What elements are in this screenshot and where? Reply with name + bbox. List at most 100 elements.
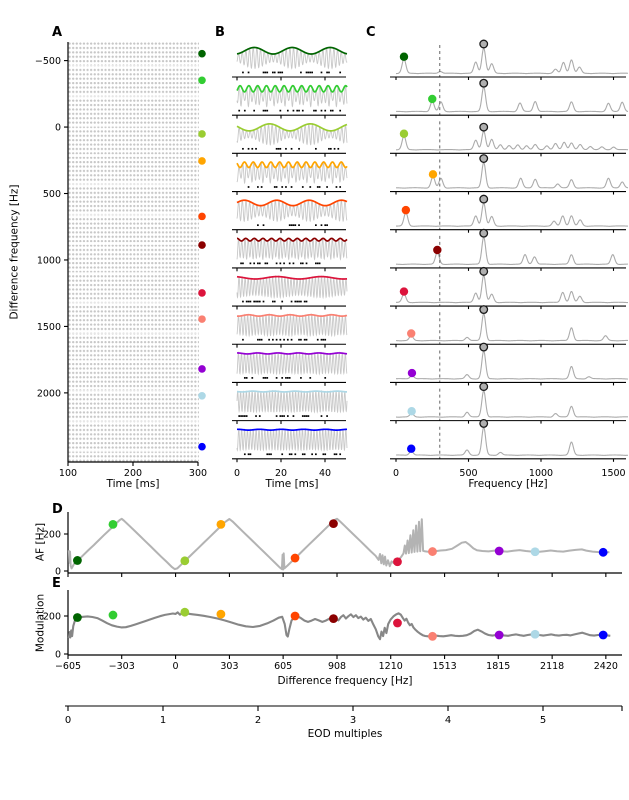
spike-mark	[339, 453, 342, 456]
spike-mark	[288, 453, 291, 456]
envelope-trace	[236, 199, 348, 207]
spike-mark	[243, 109, 246, 112]
spike-mark	[257, 224, 259, 227]
carrier-trace	[236, 46, 348, 70]
spike-mark	[273, 71, 276, 74]
spike-mark	[288, 377, 291, 379]
tick-label: 0	[173, 661, 179, 672]
waveform-row-orange	[232, 160, 348, 195]
spike-mark	[324, 109, 327, 112]
spike-mark	[272, 338, 274, 341]
tick-label: 40	[319, 468, 331, 479]
spike-mark	[318, 262, 321, 265]
spike-mark	[257, 338, 259, 341]
tick-label: 2420	[594, 661, 618, 672]
spike-mark	[300, 262, 302, 265]
tick-label: 908	[328, 661, 346, 672]
spike-mark	[303, 300, 306, 303]
tick-label: 303	[220, 661, 238, 672]
tick-label: −605	[55, 661, 81, 672]
tick-label: 1210	[379, 661, 403, 672]
spike-mark	[240, 415, 242, 417]
spike-mark	[305, 415, 308, 417]
panel-c-x-axis-label: Frequency [Hz]	[468, 478, 548, 490]
tick-label: 500	[43, 189, 61, 200]
spike-mark	[266, 71, 269, 74]
spike-mark	[305, 71, 308, 74]
spike-mark	[275, 186, 278, 188]
spike-mark	[247, 453, 250, 456]
spike-mark	[281, 377, 284, 379]
envelope-trace	[236, 390, 347, 393]
spike-mark	[316, 262, 319, 265]
eodf-peak-marker	[479, 122, 489, 132]
spike-mark	[245, 377, 248, 379]
spike-mark	[292, 415, 295, 417]
spike-mark	[242, 71, 244, 74]
spike-mark	[301, 262, 304, 265]
spike-mark	[264, 71, 267, 74]
af-peak-marker-darkviolet	[407, 368, 417, 378]
carrier-trace	[236, 427, 348, 452]
spike-mark	[243, 453, 246, 456]
tick-label: 0	[55, 650, 61, 661]
spike-mark	[260, 186, 263, 188]
tick-label: 1500	[37, 322, 61, 333]
spike-mark	[333, 147, 336, 150]
tick-label: 1513	[432, 661, 456, 672]
spike-mark	[309, 71, 312, 74]
spike-mark	[305, 262, 308, 265]
carrier-trace	[236, 237, 348, 261]
spectrum-trace	[395, 349, 629, 380]
stimulus-dot-orangered	[290, 611, 300, 621]
tick-label: 100	[59, 468, 77, 479]
af-peak-marker-darkgreen	[399, 52, 409, 61]
tick-label: −303	[109, 661, 135, 672]
eodf-peak-marker	[479, 154, 489, 163]
panel-d-label: D	[52, 502, 63, 517]
spike-mark	[326, 186, 328, 188]
tick-label: 0	[55, 123, 61, 134]
spike-mark	[281, 71, 284, 74]
panel-a-stimulus-markers	[198, 49, 206, 451]
spike-raster-row	[242, 147, 340, 150]
spike-mark	[242, 415, 244, 417]
envelope-trace	[237, 428, 348, 431]
spike-mark	[326, 71, 328, 74]
spectrum-trace	[395, 47, 629, 75]
spectrum-trace	[395, 426, 629, 456]
spike-mark	[286, 377, 289, 379]
panel-b-x-axis-label: Time [ms]	[265, 478, 319, 490]
spectrum-trace	[395, 389, 628, 418]
spectrum-trace	[395, 235, 629, 266]
waveform-row-yellowgreen	[232, 122, 348, 157]
panel-e-y-axis-label: Modulation	[34, 593, 47, 653]
stimulus-dot-orangered	[290, 553, 300, 563]
spike-mark	[298, 300, 300, 303]
envelope-trace	[236, 123, 348, 132]
spike-mark	[315, 147, 317, 150]
tick-label: 5	[540, 715, 546, 726]
stimulus-dot-darkred	[329, 614, 338, 624]
stimulus-dot-blue	[598, 630, 608, 640]
spike-mark	[251, 377, 254, 379]
spike-mark	[266, 453, 269, 456]
tick-label: 3	[350, 715, 356, 726]
stimulus-marker-orangered	[198, 212, 206, 221]
spectrum-row-darkred	[390, 228, 629, 271]
envelope-trace	[236, 161, 348, 169]
stimulus-dot-blue	[598, 547, 608, 557]
panel-e-line	[67, 611, 611, 641]
spike-mark	[279, 338, 282, 341]
carrier-trace	[236, 389, 348, 414]
tick-label: 605	[274, 661, 292, 672]
tick-label: 200	[124, 468, 142, 479]
panel-d-y-axis-label: AF [Hz]	[34, 522, 47, 562]
af-peak-marker-yellowgreen	[399, 129, 409, 138]
stimulus-marker-lightblue	[198, 392, 206, 400]
tick-label: 1000	[529, 468, 553, 479]
spike-mark	[247, 71, 250, 74]
spike-mark	[315, 453, 317, 456]
spike-mark	[309, 377, 312, 379]
spike-mark	[273, 300, 276, 303]
